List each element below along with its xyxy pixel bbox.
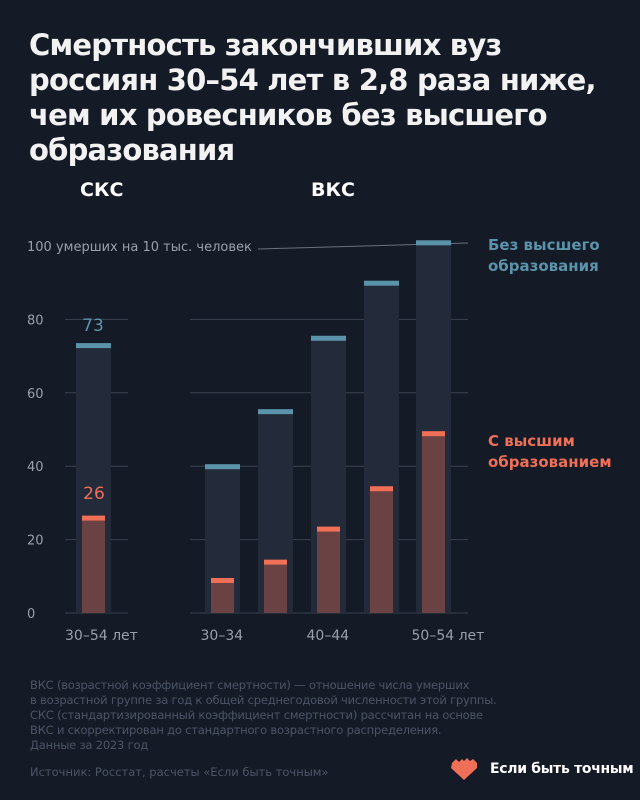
logo-text: Если быть точным <box>490 761 634 777</box>
y-tick-label: 0 <box>27 607 35 622</box>
data-label-higher: 26 <box>83 484 105 504</box>
legend-higher-line1: С высшим <box>488 432 575 450</box>
y-tick-label: 20 <box>27 534 44 549</box>
bar-higher-education <box>370 488 393 613</box>
marker-higher-education <box>370 486 393 492</box>
footnote-line: ВКС (возрастной коэффициент смертности) … <box>30 678 470 692</box>
marker-higher-education <box>317 526 340 532</box>
x-tick-label: 40–44 <box>307 628 350 644</box>
x-tick-label: 30–34 <box>201 628 244 644</box>
footnote-line: СКС (стандартизированный коэффициент сме… <box>30 708 483 722</box>
y-tick-label: 40 <box>27 460 44 475</box>
marker-higher-education <box>264 559 287 565</box>
legend-no-higher-line2: образования <box>488 257 599 275</box>
marker-higher-education <box>82 515 105 521</box>
bar-higher-education <box>422 433 445 613</box>
heart-pixel-icon <box>451 758 477 780</box>
panel-title-vkc: ВКС <box>311 179 355 201</box>
y-axis-unit-label: 100 умерших на 10 тыс. человек <box>27 240 252 255</box>
marker-no-higher-education <box>416 240 451 246</box>
marker-higher-education <box>211 577 234 583</box>
marker-no-higher-education <box>364 280 399 286</box>
x-tick-label: 50–54 лет <box>412 628 485 644</box>
x-tick-label: 30–54 лет <box>65 628 138 644</box>
chart-title: Смертность закончивших вуз россиян 30–54… <box>29 28 597 167</box>
panel-title-skc: СКС <box>80 179 123 201</box>
footnote-line: в возрастной группе за год к общей средн… <box>30 693 497 707</box>
footnote-line: ВКС и скорректирован до стандартного воз… <box>30 723 442 737</box>
y-tick-label: 60 <box>27 387 44 402</box>
footnote-line: Данные за 2023 год <box>30 738 149 752</box>
marker-no-higher-education <box>258 409 293 415</box>
marker-no-higher-education <box>205 464 240 470</box>
marker-higher-education <box>422 431 445 437</box>
bar-higher-education <box>82 517 105 613</box>
marker-no-higher-education <box>311 335 346 341</box>
bar-higher-education <box>317 528 340 613</box>
data-label-no-higher: 73 <box>82 316 104 336</box>
marker-no-higher-education <box>76 343 111 349</box>
logo: Если быть точным <box>450 757 634 781</box>
source-text: Источник: Росстат, расчеты «Если быть то… <box>30 765 329 779</box>
bar-higher-education <box>211 579 234 613</box>
footnotes: ВКС (возрастной коэффициент смертности) … <box>30 678 500 753</box>
y-tick-label: 80 <box>27 313 44 328</box>
bar-higher-education <box>264 561 287 613</box>
legend-higher-line2: образованием <box>488 453 612 471</box>
legend-no-higher-line1: Без высшего <box>488 236 600 254</box>
